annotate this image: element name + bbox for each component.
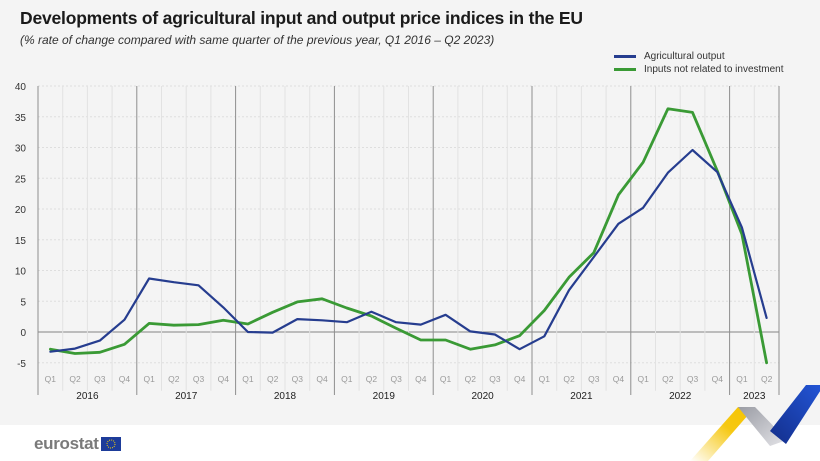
x-tick-year-label: 2022 — [669, 391, 692, 402]
x-tick-quarter-label: Q2 — [563, 374, 575, 384]
y-tick-label: 25 — [15, 174, 27, 185]
x-tick-year-label: 2021 — [570, 391, 593, 402]
chart-subtitle: (% rate of change compared with same qua… — [20, 33, 495, 47]
x-tick-quarter-label: Q4 — [316, 374, 328, 384]
x-tick-quarter-label: Q3 — [292, 374, 304, 384]
legend-swatch-agricultural-output — [614, 55, 636, 58]
x-tick-quarter-label: Q1 — [45, 374, 57, 384]
x-tick-quarter-label: Q1 — [736, 374, 748, 384]
line-chart: -5 0 5 10 15 20 25 30 35 40 Q1 Q2 Q3 Q4 2016 Q1 Q2 Q3 Q4 20… — [15, 82, 780, 402]
x-tick-quarter-label: Q4 — [218, 374, 230, 384]
x-tick-quarter-label: Q2 — [267, 374, 279, 384]
x-tick-quarter-label: Q1 — [637, 374, 649, 384]
y-tick-label: -5 — [17, 359, 26, 370]
x-tick-quarter-label: Q3 — [489, 374, 501, 384]
y-tick-label: 5 — [20, 297, 26, 308]
x-tick-quarter-label: Q1 — [143, 374, 155, 384]
x-tick-quarter-label: Q4 — [712, 374, 724, 384]
legend-item-inputs: Inputs not related to investment — [614, 63, 784, 76]
series-line-inputs-not-related-to-investment — [49, 107, 768, 365]
legend-swatch-inputs — [614, 68, 636, 71]
decorative-corner-graphic — [690, 385, 820, 461]
y-tick-label: 10 — [15, 267, 27, 278]
x-tick-year-label: 2018 — [274, 391, 297, 402]
y-tick-label: 30 — [15, 144, 27, 155]
x-tick-quarter-label: Q3 — [94, 374, 106, 384]
x-tick-quarter-label: Q3 — [193, 374, 205, 384]
x-tick-quarter-label: Q2 — [465, 374, 477, 384]
eu-flag-icon — [100, 437, 121, 451]
x-tick-quarter-label: Q4 — [613, 374, 625, 384]
x-tick-year-label: 2016 — [76, 391, 99, 402]
x-tick-quarter-label: Q4 — [415, 374, 427, 384]
x-tick-quarter-label: Q1 — [242, 374, 254, 384]
x-tick-quarter-label: Q2 — [662, 374, 674, 384]
x-tick-quarter-label: Q4 — [119, 374, 131, 384]
legend-item-agricultural-output: Agricultural output — [614, 50, 784, 63]
x-tick-quarter-label: Q1 — [539, 374, 551, 384]
y-tick-label: 15 — [15, 236, 27, 247]
x-tick-quarter-label: Q2 — [168, 374, 180, 384]
x-tick-quarter-label: Q4 — [514, 374, 526, 384]
legend: Agricultural output Inputs not related t… — [614, 50, 784, 76]
x-tick-quarter-label: Q2 — [69, 374, 81, 384]
series-line-agricultural-output — [49, 148, 768, 353]
legend-label: Inputs not related to investment — [644, 64, 784, 75]
x-tick-quarter-label: Q2 — [761, 374, 773, 384]
x-tick-year-label: 2017 — [175, 391, 198, 402]
logo-text: eurostat — [34, 434, 99, 453]
x-tick-year-label: 2019 — [373, 391, 396, 402]
x-tick-quarter-label: Q1 — [440, 374, 452, 384]
legend-label: Agricultural output — [644, 51, 725, 62]
x-tick-quarter-label: Q3 — [687, 374, 699, 384]
y-tick-label: 0 — [20, 328, 26, 339]
x-tick-year-label: 2023 — [743, 391, 766, 402]
x-tick-quarter-label: Q3 — [390, 374, 402, 384]
x-tick-quarter-label: Q1 — [341, 374, 353, 384]
chart-title: Developments of agricultural input and o… — [20, 8, 583, 28]
y-tick-label: 40 — [15, 82, 27, 93]
y-tick-label: 35 — [15, 113, 27, 124]
x-tick-year-label: 2020 — [471, 391, 494, 402]
y-tick-label: 20 — [15, 205, 27, 216]
eurostat-logo: eurostat — [34, 434, 121, 454]
x-tick-quarter-label: Q2 — [366, 374, 378, 384]
x-tick-quarter-label: Q3 — [588, 374, 600, 384]
